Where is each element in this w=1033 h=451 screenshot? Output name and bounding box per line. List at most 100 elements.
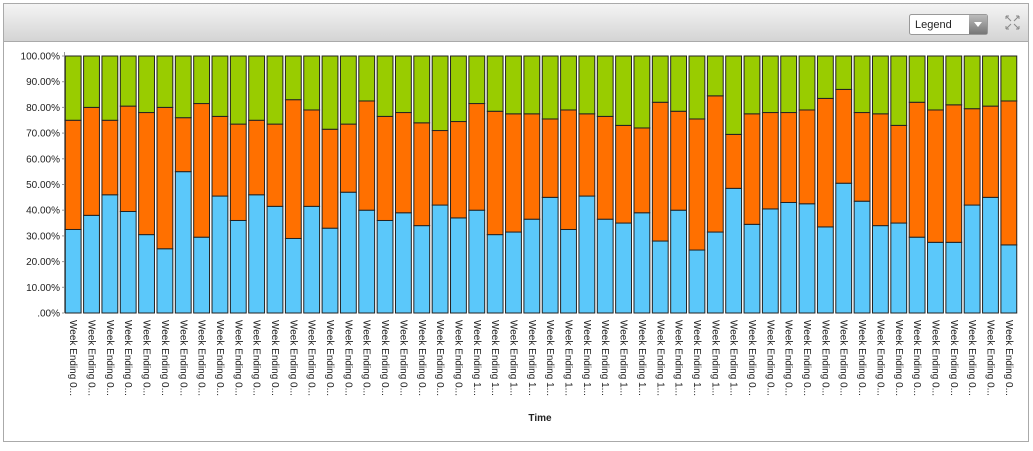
x-tick-label: Week Ending 0... — [911, 320, 922, 396]
bar-segment — [1000, 55, 1018, 102]
bar-segment — [560, 228, 577, 314]
bar-segment — [578, 195, 596, 314]
bar-segment — [468, 103, 486, 211]
x-tick-label: Week Ending 0... — [196, 320, 207, 396]
x-tick-label: Week Ending 0... — [324, 320, 335, 396]
bar-segment — [64, 55, 82, 121]
bar-segment — [101, 55, 119, 121]
bar-segment — [816, 97, 834, 228]
bar-segment — [321, 55, 339, 130]
bar-segment — [780, 201, 798, 314]
x-tick-label: Week Ending 0... — [141, 320, 152, 396]
bar-segment — [284, 99, 302, 239]
y-tick-label: 30.00% — [26, 231, 60, 242]
x-tick-label: Week Ending 0... — [361, 320, 372, 396]
bar-segment — [651, 101, 669, 242]
bar-segment — [927, 55, 944, 111]
bar-segment — [798, 55, 816, 111]
bar-segment — [174, 117, 192, 173]
bar-segment — [706, 95, 724, 233]
x-tick-label: Week Ending 1... — [544, 320, 555, 396]
x-tick-label: Week Ending 0... — [306, 320, 317, 396]
bar-segment — [193, 103, 211, 238]
bar-segment — [174, 55, 192, 119]
bar-segment — [266, 55, 284, 125]
bar-segment — [688, 118, 706, 251]
bar-segment — [358, 55, 376, 102]
bar-segment — [853, 112, 871, 202]
bar-segment — [927, 241, 944, 314]
legend-dropdown[interactable]: Legend — [909, 14, 988, 35]
bar-segment — [835, 182, 853, 314]
bar-segment — [633, 55, 651, 129]
x-tick-label: Week Ending 0... — [122, 320, 133, 396]
x-tick-label: Week Ending 0... — [1003, 320, 1014, 396]
bar-segment — [339, 191, 357, 314]
bar-segment — [743, 113, 761, 225]
bar-segment — [541, 118, 559, 198]
bar-segment — [211, 195, 229, 314]
bar-segment — [193, 236, 211, 314]
bar-segment — [413, 55, 431, 124]
bar-segment — [83, 55, 100, 108]
bar-segment — [670, 55, 688, 112]
y-tick-label: 90.00% — [26, 77, 60, 88]
bar-segment — [394, 55, 412, 114]
x-tick-label: Week Ending 0... — [801, 320, 812, 396]
bar-segment — [523, 113, 541, 220]
bar-segment — [688, 55, 706, 120]
bar-segment — [83, 214, 100, 314]
bar-segment — [725, 55, 743, 135]
bar-segment — [284, 55, 302, 101]
bar-segment — [835, 55, 853, 90]
y-tick-label: 60.00% — [26, 154, 60, 165]
bar-segment — [358, 209, 376, 314]
bar-segment — [468, 55, 486, 105]
y-tick-label: 40.00% — [26, 206, 60, 217]
x-tick-label: Week Ending 1... — [563, 320, 574, 396]
bar-segment — [835, 88, 853, 184]
bar-segment — [560, 109, 577, 230]
bar-segment — [413, 122, 431, 227]
x-tick-label: Week Ending 0... — [269, 320, 280, 396]
bar-segment — [853, 55, 871, 114]
bar-segment — [596, 115, 614, 220]
bar-segment — [229, 219, 247, 314]
bar-segment — [394, 212, 412, 314]
x-tick-label: Week Ending 0... — [764, 320, 775, 396]
bar-segment — [541, 55, 559, 120]
x-tick-label: Week Ending 1... — [728, 320, 739, 396]
bar-segment — [725, 187, 743, 314]
y-tick-label: 50.00% — [26, 180, 60, 191]
bar-segment — [816, 226, 834, 314]
bar-segment — [119, 105, 137, 212]
bar-segment — [376, 115, 394, 221]
bar-segment — [560, 55, 577, 111]
bar-segment — [1000, 100, 1018, 246]
bar-segment — [193, 55, 211, 105]
bar-segment — [156, 248, 174, 314]
bar-segment — [596, 55, 614, 117]
bar-segment — [945, 55, 963, 106]
bar-segment — [963, 55, 981, 110]
bar-segment — [908, 55, 926, 103]
bar-segment — [303, 205, 321, 314]
bar-segment — [816, 55, 834, 99]
bar-segment — [670, 209, 688, 314]
bar-segment — [321, 128, 339, 229]
x-tick-label: Week Ending 0... — [929, 320, 940, 396]
bar-segment — [376, 219, 394, 314]
bar-segment — [945, 104, 963, 243]
legend-label: Legend — [915, 19, 952, 31]
bar-segment — [706, 231, 724, 314]
x-tick-label: Week Ending 0... — [746, 320, 757, 396]
bar-segment — [688, 249, 706, 314]
bar-segment — [486, 55, 504, 112]
expand-icon[interactable] — [1005, 15, 1020, 30]
x-tick-label: Week Ending 0... — [232, 320, 243, 396]
bar-segment — [486, 234, 504, 314]
bar-segment — [578, 113, 596, 197]
bar-segment — [927, 109, 944, 243]
bar-segment — [211, 55, 229, 117]
